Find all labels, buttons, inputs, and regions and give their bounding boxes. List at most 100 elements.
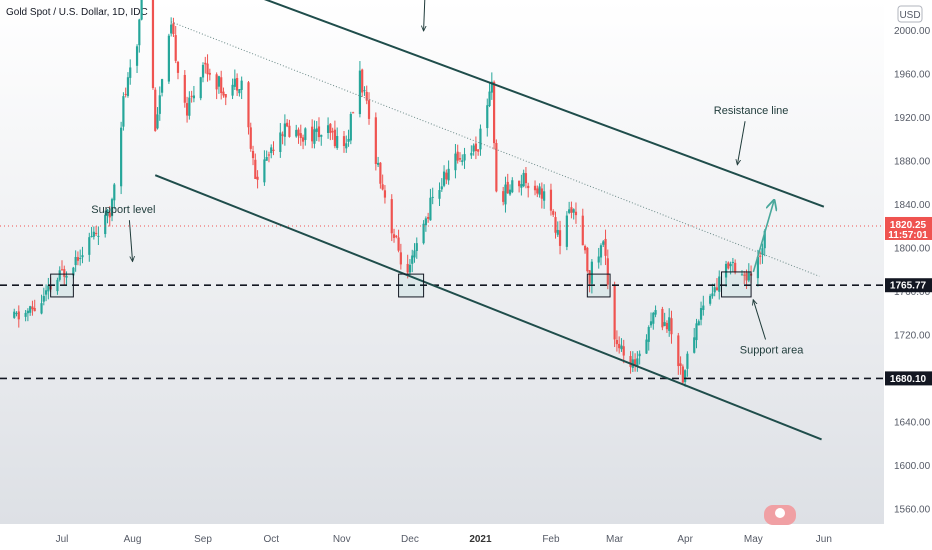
candle-body — [761, 248, 764, 255]
y-tick-label: 1960.00 — [894, 70, 931, 81]
candle-body — [647, 327, 650, 342]
candle-body — [129, 67, 132, 78]
candle-body — [649, 321, 653, 326]
candle-body — [199, 77, 202, 99]
chart-title: Gold Spot / U.S. Dollar, 1D, IDC — [6, 7, 148, 18]
candle-body — [629, 356, 632, 367]
candle-body — [604, 238, 607, 256]
y-tick-label: 1920.00 — [894, 113, 931, 124]
candle-body — [543, 191, 546, 201]
candle-body — [731, 261, 734, 263]
y-tick-label: 1720.00 — [894, 331, 931, 342]
candle-body — [40, 303, 43, 314]
candle-body — [681, 366, 684, 383]
candle-body — [72, 267, 75, 276]
candle-body — [301, 137, 305, 142]
candle-body — [759, 255, 762, 257]
candle-body — [565, 215, 568, 247]
candle-body — [56, 279, 59, 292]
candle-body — [486, 105, 489, 129]
candle-body — [151, 0, 155, 88]
candle-body — [622, 346, 625, 356]
resistance-label: Resistance line — [714, 105, 789, 117]
candle-body — [474, 143, 478, 152]
candle-body — [695, 323, 698, 341]
candle-body — [29, 306, 32, 313]
x-tick-label: Dec — [401, 534, 419, 545]
candle-body — [411, 255, 414, 264]
candle-body — [272, 149, 275, 151]
candle-body — [304, 128, 307, 140]
candle-body — [333, 129, 337, 147]
last-price-countdown: 11:57:01 — [888, 230, 928, 241]
candle-body — [440, 186, 443, 190]
candle-body — [686, 353, 689, 369]
candle-body — [176, 61, 180, 73]
candle-body — [568, 209, 571, 213]
candle-body — [663, 322, 666, 326]
candle-body — [201, 64, 205, 78]
candle-body — [463, 154, 466, 161]
candle-body — [747, 272, 750, 281]
usd-button[interactable]: USD — [897, 5, 923, 23]
candle-body — [504, 184, 507, 205]
candle-body — [42, 296, 45, 302]
x-tick-label: Oct — [263, 534, 279, 545]
x-tick-label: May — [744, 534, 763, 545]
candle-body — [715, 287, 719, 291]
x-tick-label: Mar — [606, 534, 624, 545]
support-level-label-arrow — [128, 220, 132, 261]
candle-body — [390, 199, 393, 234]
price-axis-background[interactable] — [884, 0, 932, 550]
y-tick-label: 1760.00 — [894, 287, 931, 298]
candle-body — [613, 285, 616, 340]
candle-body — [15, 313, 18, 315]
candle-body — [240, 80, 243, 90]
candle-body — [138, 19, 141, 46]
candle-body — [88, 237, 91, 255]
candle-body — [756, 256, 760, 279]
candle-body — [74, 256, 77, 266]
time-axis-background[interactable] — [0, 524, 884, 550]
candle-body — [693, 337, 696, 353]
candle-body — [222, 91, 225, 96]
candle-body — [363, 90, 366, 92]
candle-body — [288, 125, 291, 137]
y-tick-label: 2000.00 — [894, 26, 931, 37]
candle-body — [92, 231, 95, 237]
candle-body — [326, 125, 330, 133]
candle-body — [572, 209, 575, 213]
x-tick-label: Aug — [124, 534, 142, 545]
candle-body — [670, 318, 673, 335]
candle-body — [279, 132, 282, 152]
candle-body — [518, 180, 521, 187]
candle-body — [445, 172, 448, 180]
candle-body — [554, 217, 557, 233]
candle-body — [556, 229, 559, 235]
candle-body — [320, 134, 323, 137]
candle-body — [636, 358, 639, 367]
candle-body — [492, 81, 496, 144]
candle-body — [135, 46, 139, 66]
candle-body — [745, 272, 748, 281]
candle-body — [574, 211, 578, 216]
y-tick-label: 1800.00 — [894, 244, 931, 255]
candle-body — [374, 117, 377, 164]
candle-body — [281, 134, 284, 136]
candle-body — [654, 310, 657, 315]
candle-body — [488, 91, 491, 107]
candle-body — [249, 127, 252, 149]
candle-body — [358, 70, 362, 115]
x-tick-label: Apr — [677, 534, 693, 545]
y-tick-label: 1840.00 — [894, 200, 931, 211]
candle-body — [31, 306, 34, 310]
candle-body — [270, 147, 273, 154]
candle-body — [472, 145, 475, 152]
zone-feb — [586, 273, 611, 298]
candle-body — [17, 311, 20, 320]
candle-body — [590, 261, 593, 284]
candles — [13, 0, 766, 387]
candle-body — [602, 241, 605, 245]
